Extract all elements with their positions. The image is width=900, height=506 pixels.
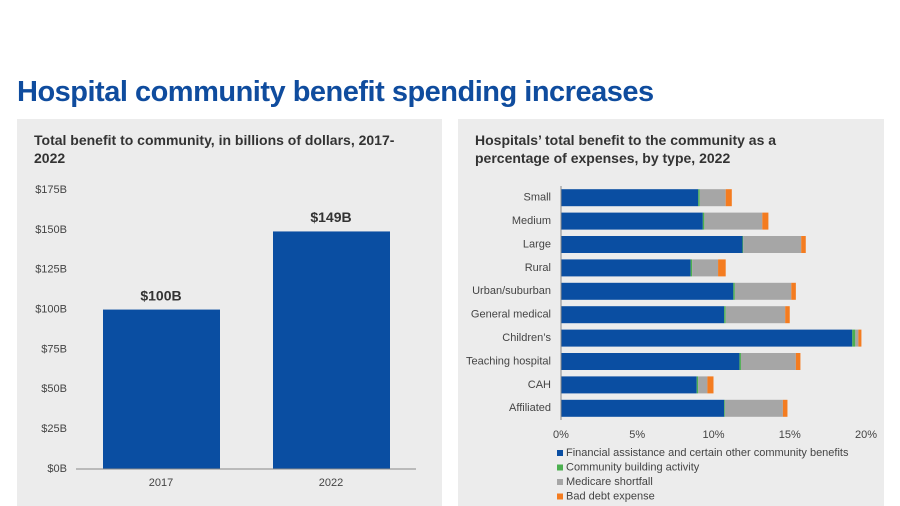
bar-segment	[561, 306, 725, 324]
y-tick-label: CAH	[528, 379, 551, 391]
legend-swatch	[557, 479, 563, 485]
bar-segment	[699, 189, 726, 207]
x-tick-label: 2017	[149, 477, 173, 489]
bar-segment	[734, 282, 792, 300]
y-tick-label: Children’s	[502, 332, 551, 344]
y-tick-label: $100B	[35, 303, 67, 315]
bar-segment	[561, 212, 703, 230]
bar-segment	[704, 212, 763, 230]
chart-title: Total benefit to community, in billions …	[34, 132, 395, 166]
bar-segment	[696, 376, 699, 394]
bar-segment	[742, 236, 744, 253]
bar-segment	[561, 189, 699, 207]
bar-segment	[692, 259, 719, 277]
bar-segment	[561, 259, 691, 277]
bar-segment	[733, 282, 735, 300]
x-tick-label: 10%	[702, 429, 724, 441]
legend-label: Medicare shortfall	[566, 476, 653, 488]
bar-segment	[724, 399, 783, 417]
chart-title: Hospitals’ total benefit to the communit…	[475, 132, 777, 166]
bar-segment	[561, 282, 734, 300]
legend-label: Community building activity	[566, 461, 700, 473]
data-label: $100B	[140, 287, 181, 303]
bar-segment	[724, 399, 725, 417]
legend-label: Bad debt expense	[566, 490, 655, 502]
x-tick-label: 2022	[319, 477, 343, 489]
x-tick-label: 5%	[629, 429, 645, 441]
bar-segment	[718, 259, 726, 277]
legend-swatch	[557, 493, 563, 500]
bar-segment	[740, 353, 796, 370]
bar-segment	[561, 399, 725, 417]
bar-segment	[852, 329, 856, 347]
page-title: Hospital community benefit spending incr…	[17, 76, 654, 108]
bar-segment	[795, 353, 801, 370]
y-tick-label: Large	[523, 238, 551, 250]
legend-label: Financial assistance and certain other c…	[566, 447, 849, 459]
y-tick-label: Medium	[512, 215, 551, 227]
bar-segment	[698, 189, 700, 207]
y-tick-label: Affiliated	[509, 402, 551, 414]
x-tick-label: 20%	[855, 429, 877, 441]
y-tick-label: Teaching hospital	[466, 355, 551, 367]
bar-segment	[561, 353, 740, 370]
legend-swatch	[557, 450, 563, 456]
bar-segment	[801, 236, 806, 253]
bar-segment	[725, 306, 786, 324]
bar-segment	[561, 236, 743, 253]
bar-segment	[561, 376, 697, 394]
bar-segment	[724, 306, 726, 324]
legend-swatch	[557, 464, 563, 471]
bar-segment	[707, 376, 714, 394]
bar-segment	[743, 236, 802, 253]
bar-segment	[785, 306, 790, 324]
y-tick-label: Rural	[525, 262, 551, 274]
bar-segment	[791, 282, 796, 300]
y-tick-label: $125B	[35, 264, 67, 276]
y-tick-label: $0B	[47, 463, 67, 475]
bar-segment	[698, 376, 708, 394]
data-label: $149B	[310, 209, 351, 225]
bar-segment	[690, 259, 693, 277]
bar-segment	[702, 212, 705, 230]
x-tick-label: 15%	[779, 429, 801, 441]
y-tick-label: General medical	[471, 309, 551, 321]
y-tick-label: $75B	[41, 343, 67, 355]
y-tick-label: $150B	[35, 224, 67, 236]
bar	[273, 231, 390, 469]
bar-segment	[725, 189, 732, 207]
bar-segment	[782, 399, 788, 417]
y-tick-label: Small	[523, 192, 551, 204]
bar-segment	[762, 212, 769, 230]
bar-segment	[858, 329, 862, 347]
y-tick-label: $175B	[35, 184, 67, 196]
bar-segment	[855, 329, 859, 347]
bar-segment	[561, 329, 853, 347]
y-tick-label: Urban/suburban	[472, 285, 551, 297]
y-tick-label: $25B	[41, 423, 67, 435]
bar-segment	[739, 353, 741, 370]
y-tick-label: $50B	[41, 383, 67, 395]
x-tick-label: 0%	[553, 429, 569, 441]
bar	[103, 309, 220, 469]
